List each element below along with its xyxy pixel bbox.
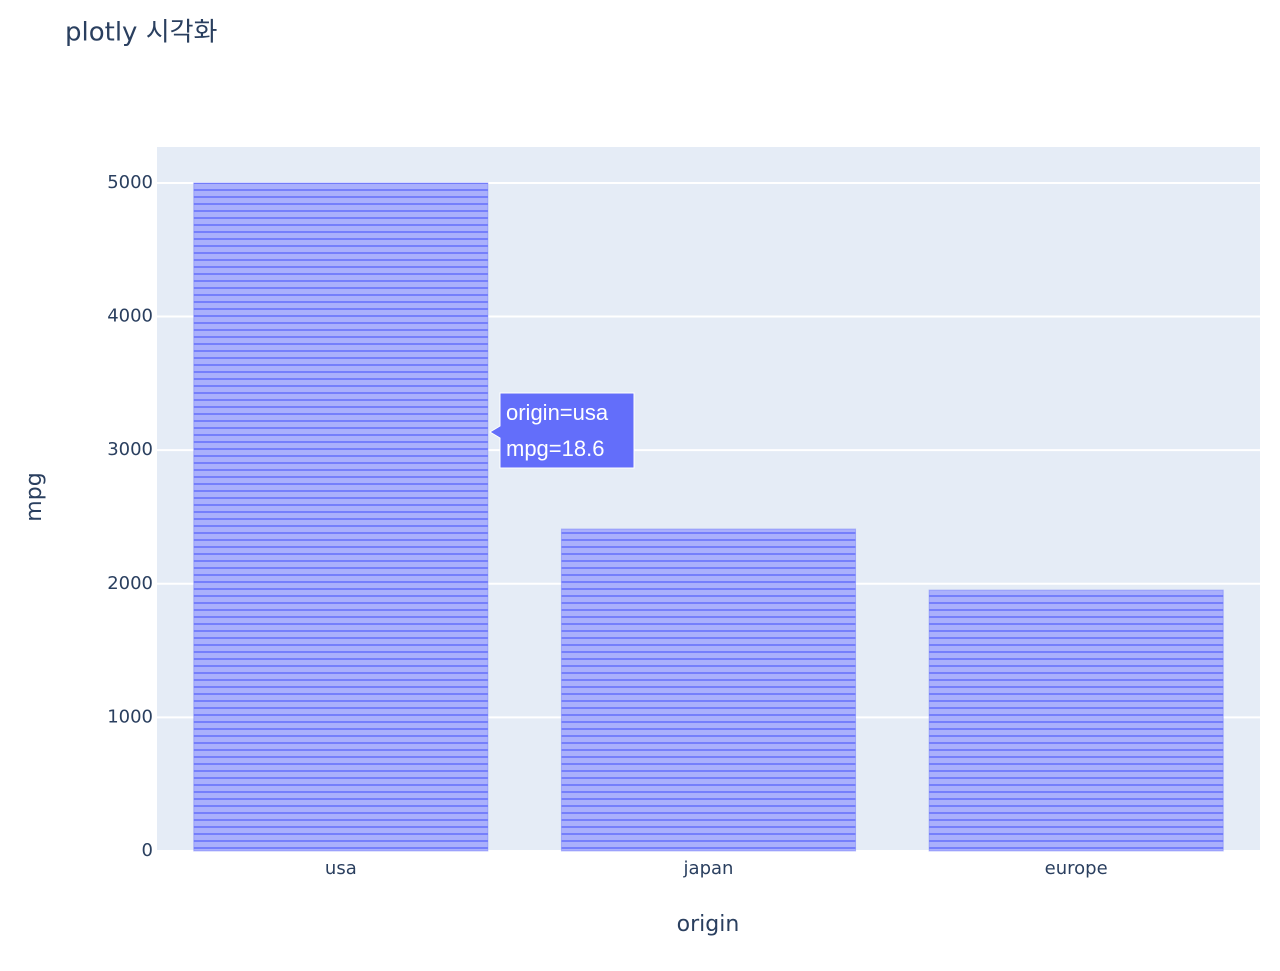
tooltip-text: mpg=18.6 — [506, 436, 604, 461]
y-tick-label: 2000 — [107, 573, 153, 594]
y-axis-title: mpg — [22, 472, 47, 521]
x-axis-title: origin — [677, 912, 740, 937]
y-tick-label: 1000 — [107, 706, 153, 727]
tooltip-box — [489, 392, 635, 469]
bar — [560, 528, 857, 852]
x-tick-label: usa — [325, 858, 357, 879]
x-tick-label: japan — [683, 858, 734, 879]
bar — [928, 589, 1224, 852]
y-tick-label: 3000 — [107, 439, 153, 460]
bar — [193, 182, 489, 852]
y-tick-label: 4000 — [107, 306, 153, 327]
y-tick-label: 5000 — [107, 172, 153, 193]
chart-title: plotly 시각화 — [65, 18, 218, 48]
tooltip-text: origin=usa — [506, 400, 609, 425]
y-tick-label: 0 — [142, 840, 153, 861]
x-tick-label: europe — [1045, 858, 1108, 879]
